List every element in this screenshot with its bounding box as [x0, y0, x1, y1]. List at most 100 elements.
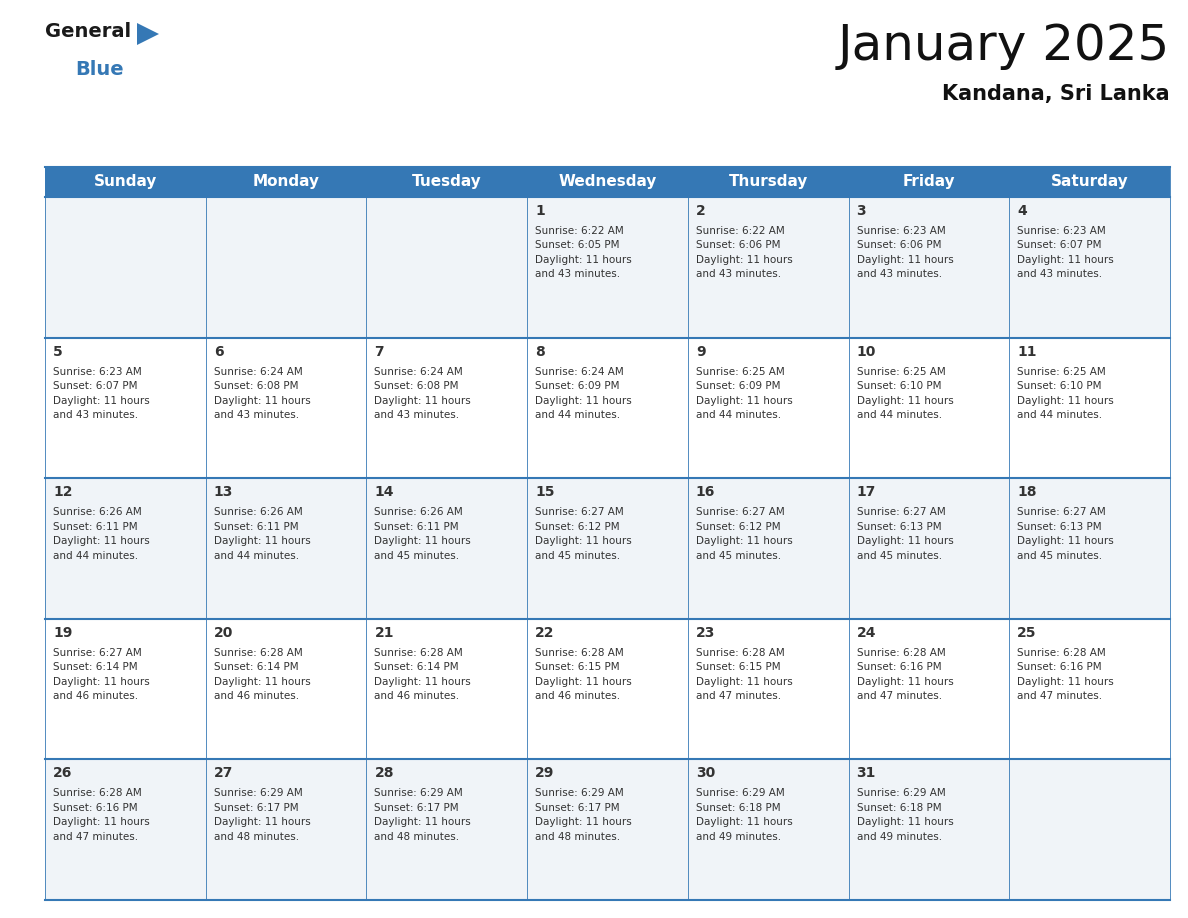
Polygon shape: [1010, 619, 1170, 759]
Text: Daylight: 11 hours: Daylight: 11 hours: [535, 255, 632, 265]
Text: Sunset: 6:09 PM: Sunset: 6:09 PM: [535, 381, 620, 391]
Text: Sunset: 6:16 PM: Sunset: 6:16 PM: [1017, 662, 1102, 672]
Text: Sunset: 6:11 PM: Sunset: 6:11 PM: [374, 521, 459, 532]
Text: 24: 24: [857, 626, 876, 640]
Text: and 49 minutes.: and 49 minutes.: [696, 832, 781, 842]
Text: Daylight: 11 hours: Daylight: 11 hours: [1017, 396, 1114, 406]
Text: Daylight: 11 hours: Daylight: 11 hours: [53, 677, 150, 687]
Text: Daylight: 11 hours: Daylight: 11 hours: [535, 677, 632, 687]
Polygon shape: [206, 338, 366, 478]
Text: Sunrise: 6:28 AM: Sunrise: 6:28 AM: [53, 789, 141, 799]
Text: Sunset: 6:08 PM: Sunset: 6:08 PM: [214, 381, 298, 391]
Polygon shape: [45, 167, 206, 197]
Text: 27: 27: [214, 767, 233, 780]
Polygon shape: [848, 619, 1010, 759]
Text: and 49 minutes.: and 49 minutes.: [857, 832, 942, 842]
Text: Daylight: 11 hours: Daylight: 11 hours: [1017, 255, 1114, 265]
Text: Sunset: 6:11 PM: Sunset: 6:11 PM: [53, 521, 138, 532]
Text: and 43 minutes.: and 43 minutes.: [214, 410, 299, 420]
Text: Sunrise: 6:28 AM: Sunrise: 6:28 AM: [696, 648, 784, 658]
Text: and 44 minutes.: and 44 minutes.: [696, 410, 781, 420]
Polygon shape: [206, 197, 366, 338]
Polygon shape: [527, 619, 688, 759]
Text: 1: 1: [535, 204, 545, 218]
Text: 3: 3: [857, 204, 866, 218]
Text: Daylight: 11 hours: Daylight: 11 hours: [535, 536, 632, 546]
Text: Daylight: 11 hours: Daylight: 11 hours: [374, 396, 472, 406]
Text: Sunset: 6:10 PM: Sunset: 6:10 PM: [1017, 381, 1101, 391]
Polygon shape: [527, 759, 688, 900]
Polygon shape: [527, 338, 688, 478]
Text: Daylight: 11 hours: Daylight: 11 hours: [857, 536, 953, 546]
Text: Sunrise: 6:26 AM: Sunrise: 6:26 AM: [53, 508, 141, 517]
Text: and 44 minutes.: and 44 minutes.: [1017, 410, 1102, 420]
Text: Daylight: 11 hours: Daylight: 11 hours: [374, 817, 472, 827]
Polygon shape: [1010, 338, 1170, 478]
Text: Sunset: 6:09 PM: Sunset: 6:09 PM: [696, 381, 781, 391]
Polygon shape: [45, 619, 206, 759]
Text: Daylight: 11 hours: Daylight: 11 hours: [214, 396, 310, 406]
Polygon shape: [688, 167, 848, 197]
Text: Daylight: 11 hours: Daylight: 11 hours: [214, 677, 310, 687]
Text: Daylight: 11 hours: Daylight: 11 hours: [696, 396, 792, 406]
Polygon shape: [206, 759, 366, 900]
Text: Daylight: 11 hours: Daylight: 11 hours: [53, 396, 150, 406]
Text: Daylight: 11 hours: Daylight: 11 hours: [53, 536, 150, 546]
Polygon shape: [45, 338, 206, 478]
Text: Sunrise: 6:25 AM: Sunrise: 6:25 AM: [1017, 366, 1106, 376]
Text: 11: 11: [1017, 344, 1037, 359]
Text: 5: 5: [53, 344, 63, 359]
Text: 25: 25: [1017, 626, 1037, 640]
Text: and 43 minutes.: and 43 minutes.: [374, 410, 460, 420]
Text: Sunset: 6:06 PM: Sunset: 6:06 PM: [857, 241, 941, 251]
Polygon shape: [137, 23, 159, 45]
Polygon shape: [848, 338, 1010, 478]
Polygon shape: [366, 197, 527, 338]
Polygon shape: [527, 167, 688, 197]
Text: and 45 minutes.: and 45 minutes.: [374, 551, 460, 561]
Text: Friday: Friday: [903, 174, 955, 189]
Text: and 44 minutes.: and 44 minutes.: [214, 551, 299, 561]
Text: and 48 minutes.: and 48 minutes.: [535, 832, 620, 842]
Text: Daylight: 11 hours: Daylight: 11 hours: [535, 817, 632, 827]
Text: 13: 13: [214, 486, 233, 499]
Text: Sunrise: 6:27 AM: Sunrise: 6:27 AM: [535, 508, 624, 517]
Text: and 43 minutes.: and 43 minutes.: [696, 270, 781, 279]
Polygon shape: [45, 478, 206, 619]
Text: Sunrise: 6:27 AM: Sunrise: 6:27 AM: [53, 648, 141, 658]
Polygon shape: [688, 478, 848, 619]
Text: and 44 minutes.: and 44 minutes.: [53, 551, 138, 561]
Text: and 48 minutes.: and 48 minutes.: [214, 832, 299, 842]
Text: Sunrise: 6:29 AM: Sunrise: 6:29 AM: [535, 789, 624, 799]
Polygon shape: [206, 619, 366, 759]
Text: Sunrise: 6:22 AM: Sunrise: 6:22 AM: [535, 226, 624, 236]
Text: Sunrise: 6:23 AM: Sunrise: 6:23 AM: [857, 226, 946, 236]
Text: Sunset: 6:13 PM: Sunset: 6:13 PM: [857, 521, 941, 532]
Polygon shape: [848, 759, 1010, 900]
Text: Sunset: 6:17 PM: Sunset: 6:17 PM: [374, 803, 459, 813]
Text: Sunset: 6:10 PM: Sunset: 6:10 PM: [857, 381, 941, 391]
Text: and 47 minutes.: and 47 minutes.: [1017, 691, 1102, 701]
Text: Wednesday: Wednesday: [558, 174, 657, 189]
Text: Sunrise: 6:28 AM: Sunrise: 6:28 AM: [535, 648, 624, 658]
Text: Sunrise: 6:24 AM: Sunrise: 6:24 AM: [374, 366, 463, 376]
Polygon shape: [688, 197, 848, 338]
Polygon shape: [366, 338, 527, 478]
Text: 6: 6: [214, 344, 223, 359]
Text: Sunset: 6:16 PM: Sunset: 6:16 PM: [53, 803, 138, 813]
Text: Daylight: 11 hours: Daylight: 11 hours: [696, 677, 792, 687]
Text: General: General: [45, 22, 131, 41]
Text: 23: 23: [696, 626, 715, 640]
Text: 18: 18: [1017, 486, 1037, 499]
Text: 14: 14: [374, 486, 394, 499]
Polygon shape: [848, 197, 1010, 338]
Text: and 44 minutes.: and 44 minutes.: [857, 410, 942, 420]
Text: and 48 minutes.: and 48 minutes.: [374, 832, 460, 842]
Text: Sunset: 6:07 PM: Sunset: 6:07 PM: [53, 381, 138, 391]
Text: 7: 7: [374, 344, 384, 359]
Text: 8: 8: [535, 344, 545, 359]
Text: Sunset: 6:17 PM: Sunset: 6:17 PM: [535, 803, 620, 813]
Polygon shape: [688, 619, 848, 759]
Text: Daylight: 11 hours: Daylight: 11 hours: [857, 817, 953, 827]
Text: 26: 26: [53, 767, 72, 780]
